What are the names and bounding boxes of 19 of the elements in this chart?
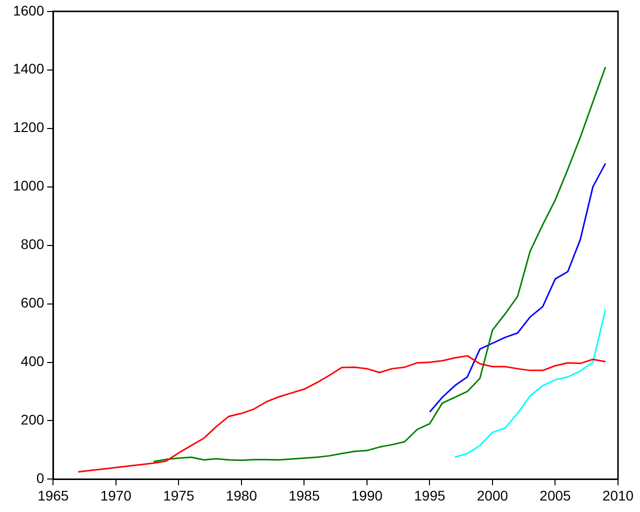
y-tick-label: 800: [20, 236, 44, 252]
x-tick-label: 1995: [414, 487, 446, 504]
x-tick-label: 2010: [602, 487, 634, 504]
x-tick-label: 2005: [540, 487, 572, 504]
x-tick-label: 2000: [476, 487, 508, 504]
y-tick-label: 400: [20, 353, 44, 370]
x-tick-label: 1975: [163, 487, 194, 504]
y-tick-label: 200: [20, 412, 44, 428]
y-tick-label: 600: [20, 294, 44, 311]
x-tick-label: 1965: [38, 487, 69, 504]
y-tick-label: 1200: [12, 119, 44, 136]
y-tick-label: 0: [36, 470, 44, 486]
y-tick-label: 1400: [12, 60, 44, 77]
y-tick-label: 1600: [12, 2, 44, 18]
x-tick-label: 1980: [226, 487, 258, 504]
x-tick-label: 1970: [100, 487, 132, 504]
x-tick-label: 1990: [351, 487, 383, 504]
y-tick-label: 1000: [12, 178, 44, 194]
x-tick-label: 1985: [288, 487, 320, 504]
